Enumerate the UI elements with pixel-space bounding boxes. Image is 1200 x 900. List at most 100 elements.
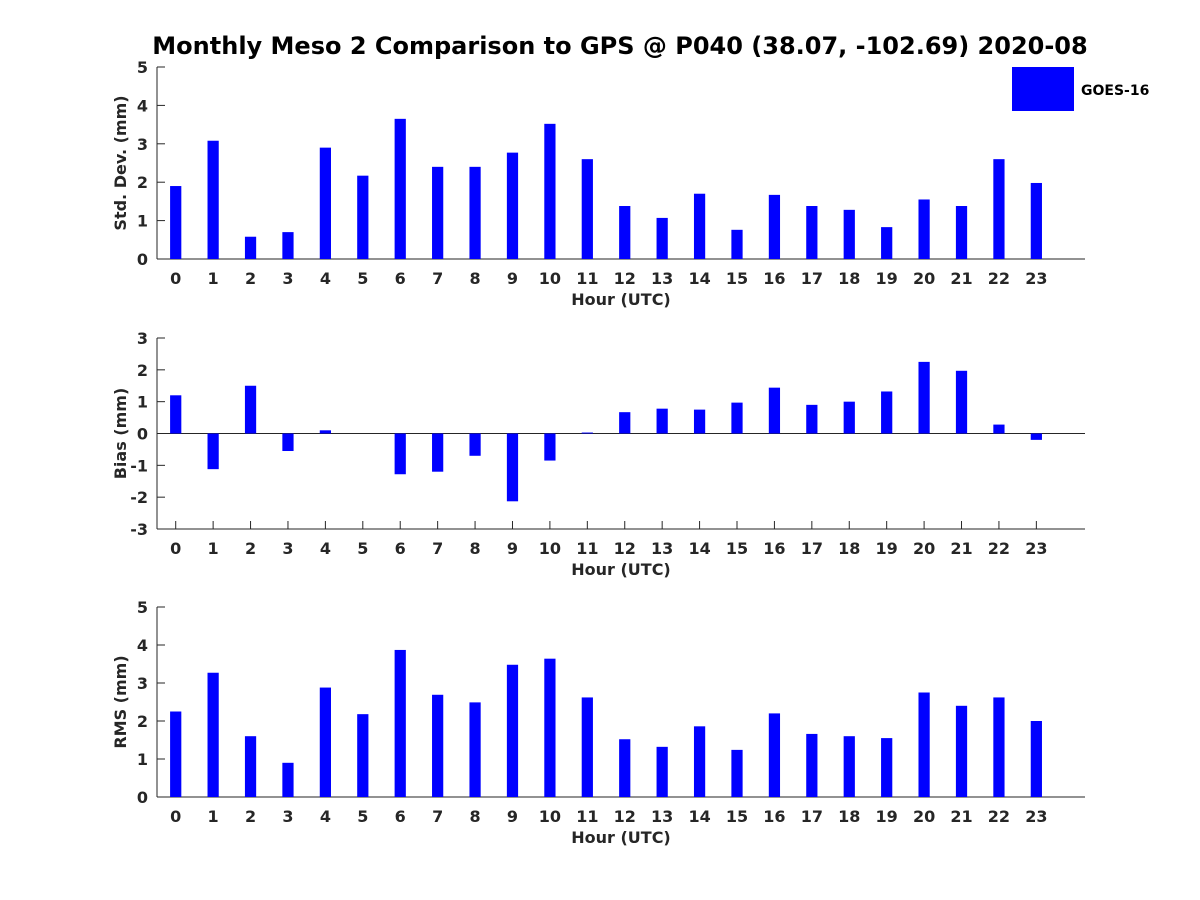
std-dev-bar-hour-6: [394, 118, 406, 259]
std-dev-bar-hour-22: [993, 159, 1005, 259]
rms-x-tick-label: 8: [469, 807, 480, 826]
std-dev-x-tick-label: 10: [539, 269, 561, 288]
rms-bar-hour-19: [881, 738, 893, 797]
std-dev-bar-hour-15: [731, 229, 743, 259]
std-dev-x-tick-label: 0: [170, 269, 181, 288]
bias-x-tick-label: 17: [801, 539, 823, 558]
bias-x-tick-label: 13: [651, 539, 673, 558]
rms-x-axis-label: Hour (UTC): [571, 828, 671, 847]
rms-y-tick-label: 0: [137, 788, 148, 807]
rms-bar-hour-0: [170, 711, 182, 797]
rms-y-tick-label: 5: [137, 598, 148, 617]
std-dev-x-tick-label: 1: [208, 269, 219, 288]
rms-bar-hour-17: [806, 733, 818, 797]
bias-bar-hour-15: [731, 402, 743, 434]
std-dev-bar-hour-1: [207, 140, 219, 259]
bias-bar-hour-9: [506, 433, 519, 502]
rms-x-tick-label: 9: [507, 807, 518, 826]
std-dev-x-tick-label: 6: [395, 269, 406, 288]
bias-x-tick-label: 10: [539, 539, 561, 558]
rms-x-tick-label: 19: [876, 807, 898, 826]
rms-bar-hour-14: [693, 726, 706, 797]
bias-bar-hour-4: [319, 430, 331, 434]
bias-bar-hour-19: [881, 391, 893, 434]
std-dev-y-tick-label: 2: [137, 173, 148, 192]
bias-bar-hour-8: [469, 433, 481, 456]
rms-x-tick-label: 20: [913, 807, 935, 826]
rms-x-tick-label: 5: [357, 807, 368, 826]
std-dev-bar-hour-7: [432, 166, 444, 259]
rms-y-tick-label: 2: [137, 712, 148, 731]
std-dev-x-tick-label: 14: [688, 269, 710, 288]
rms-bar-hour-21: [955, 705, 968, 797]
bias-x-tick-label: 1: [208, 539, 219, 558]
std-dev-y-tick-label: 1: [137, 212, 148, 231]
bias-x-tick-label: 15: [726, 539, 748, 558]
bias-y-tick-label: -3: [130, 520, 148, 539]
std-dev-y-tick-label: 0: [137, 250, 148, 269]
std-dev-x-tick-label: 23: [1025, 269, 1047, 288]
std-dev-x-tick-label: 12: [614, 269, 636, 288]
rms-bar-hour-10: [544, 658, 556, 797]
bias-x-tick-label: 19: [876, 539, 898, 558]
rms-bar-hour-8: [469, 702, 481, 797]
std-dev-x-tick-label: 13: [651, 269, 673, 288]
rms-bar-hour-15: [731, 749, 743, 797]
std-dev-bar-hour-10: [544, 123, 556, 259]
std-dev-bar-hour-12: [619, 206, 631, 259]
bias-bar-hour-13: [656, 408, 668, 434]
rms-bar-hour-9: [506, 664, 519, 797]
std-dev-bar-hour-5: [357, 175, 369, 259]
bias-x-tick-label: 2: [245, 539, 256, 558]
std-dev-x-tick-label: 3: [282, 269, 293, 288]
std-dev-x-axis-label: Hour (UTC): [571, 290, 671, 309]
rms-x-tick-label: 2: [245, 807, 256, 826]
legend: GOES-16: [1012, 67, 1149, 111]
std-dev-bar-hour-0: [170, 186, 182, 259]
rms-x-tick-label: 11: [576, 807, 598, 826]
rms-x-tick-label: 7: [432, 807, 443, 826]
bias-x-tick-label: 22: [988, 539, 1010, 558]
rms-bar-hour-3: [282, 762, 294, 797]
bias-x-tick-label: 7: [432, 539, 443, 558]
rms-x-tick-label: 17: [801, 807, 823, 826]
rms-y-tick-label: 1: [137, 750, 148, 769]
std-dev-bar-hour-13: [656, 217, 668, 259]
std-dev-x-tick-label: 19: [876, 269, 898, 288]
std-dev-x-tick-label: 15: [726, 269, 748, 288]
rms-bar-hour-20: [918, 692, 930, 797]
bias-y-tick-label: 0: [137, 425, 148, 444]
chart-title: Monthly Meso 2 Comparison to GPS @ P040 …: [152, 32, 1087, 60]
bias-x-tick-label: 4: [320, 539, 331, 558]
bias-x-tick-label: 9: [507, 539, 518, 558]
legend-swatch: [1012, 67, 1074, 111]
bias-bar-hour-14: [693, 409, 706, 434]
std-dev-bar-hour-11: [581, 159, 593, 259]
rms-bar-hour-2: [244, 736, 257, 797]
bias-y-tick-label: -1: [130, 456, 148, 475]
bias-bar-hour-10: [544, 433, 556, 461]
rms-bar-hour-11: [581, 697, 593, 797]
rms-y-tick-label: 4: [137, 636, 148, 655]
bias-x-tick-label: 12: [614, 539, 636, 558]
rms-x-tick-label: 15: [726, 807, 748, 826]
std-dev-x-tick-label: 5: [357, 269, 368, 288]
rms-x-tick-label: 12: [614, 807, 636, 826]
std-dev-x-tick-label: 8: [469, 269, 480, 288]
rms-x-tick-label: 22: [988, 807, 1010, 826]
bias-x-tick-label: 6: [395, 539, 406, 558]
std-dev-y-tick-label: 5: [137, 58, 148, 77]
std-dev-bar-hour-17: [806, 206, 818, 259]
rms-x-tick-label: 21: [950, 807, 972, 826]
bias-x-tick-label: 23: [1025, 539, 1047, 558]
bias-bar-hour-21: [955, 370, 968, 434]
bias-bar-hour-23: [1030, 433, 1042, 440]
bias-x-tick-label: 14: [688, 539, 710, 558]
rms-bar-hour-12: [619, 739, 631, 797]
bias-bar-hour-6: [394, 433, 406, 475]
bias-y-tick-label: 2: [137, 361, 148, 380]
std-dev-bar-hour-18: [843, 209, 855, 259]
rms-y-tick-label: 3: [137, 674, 148, 693]
